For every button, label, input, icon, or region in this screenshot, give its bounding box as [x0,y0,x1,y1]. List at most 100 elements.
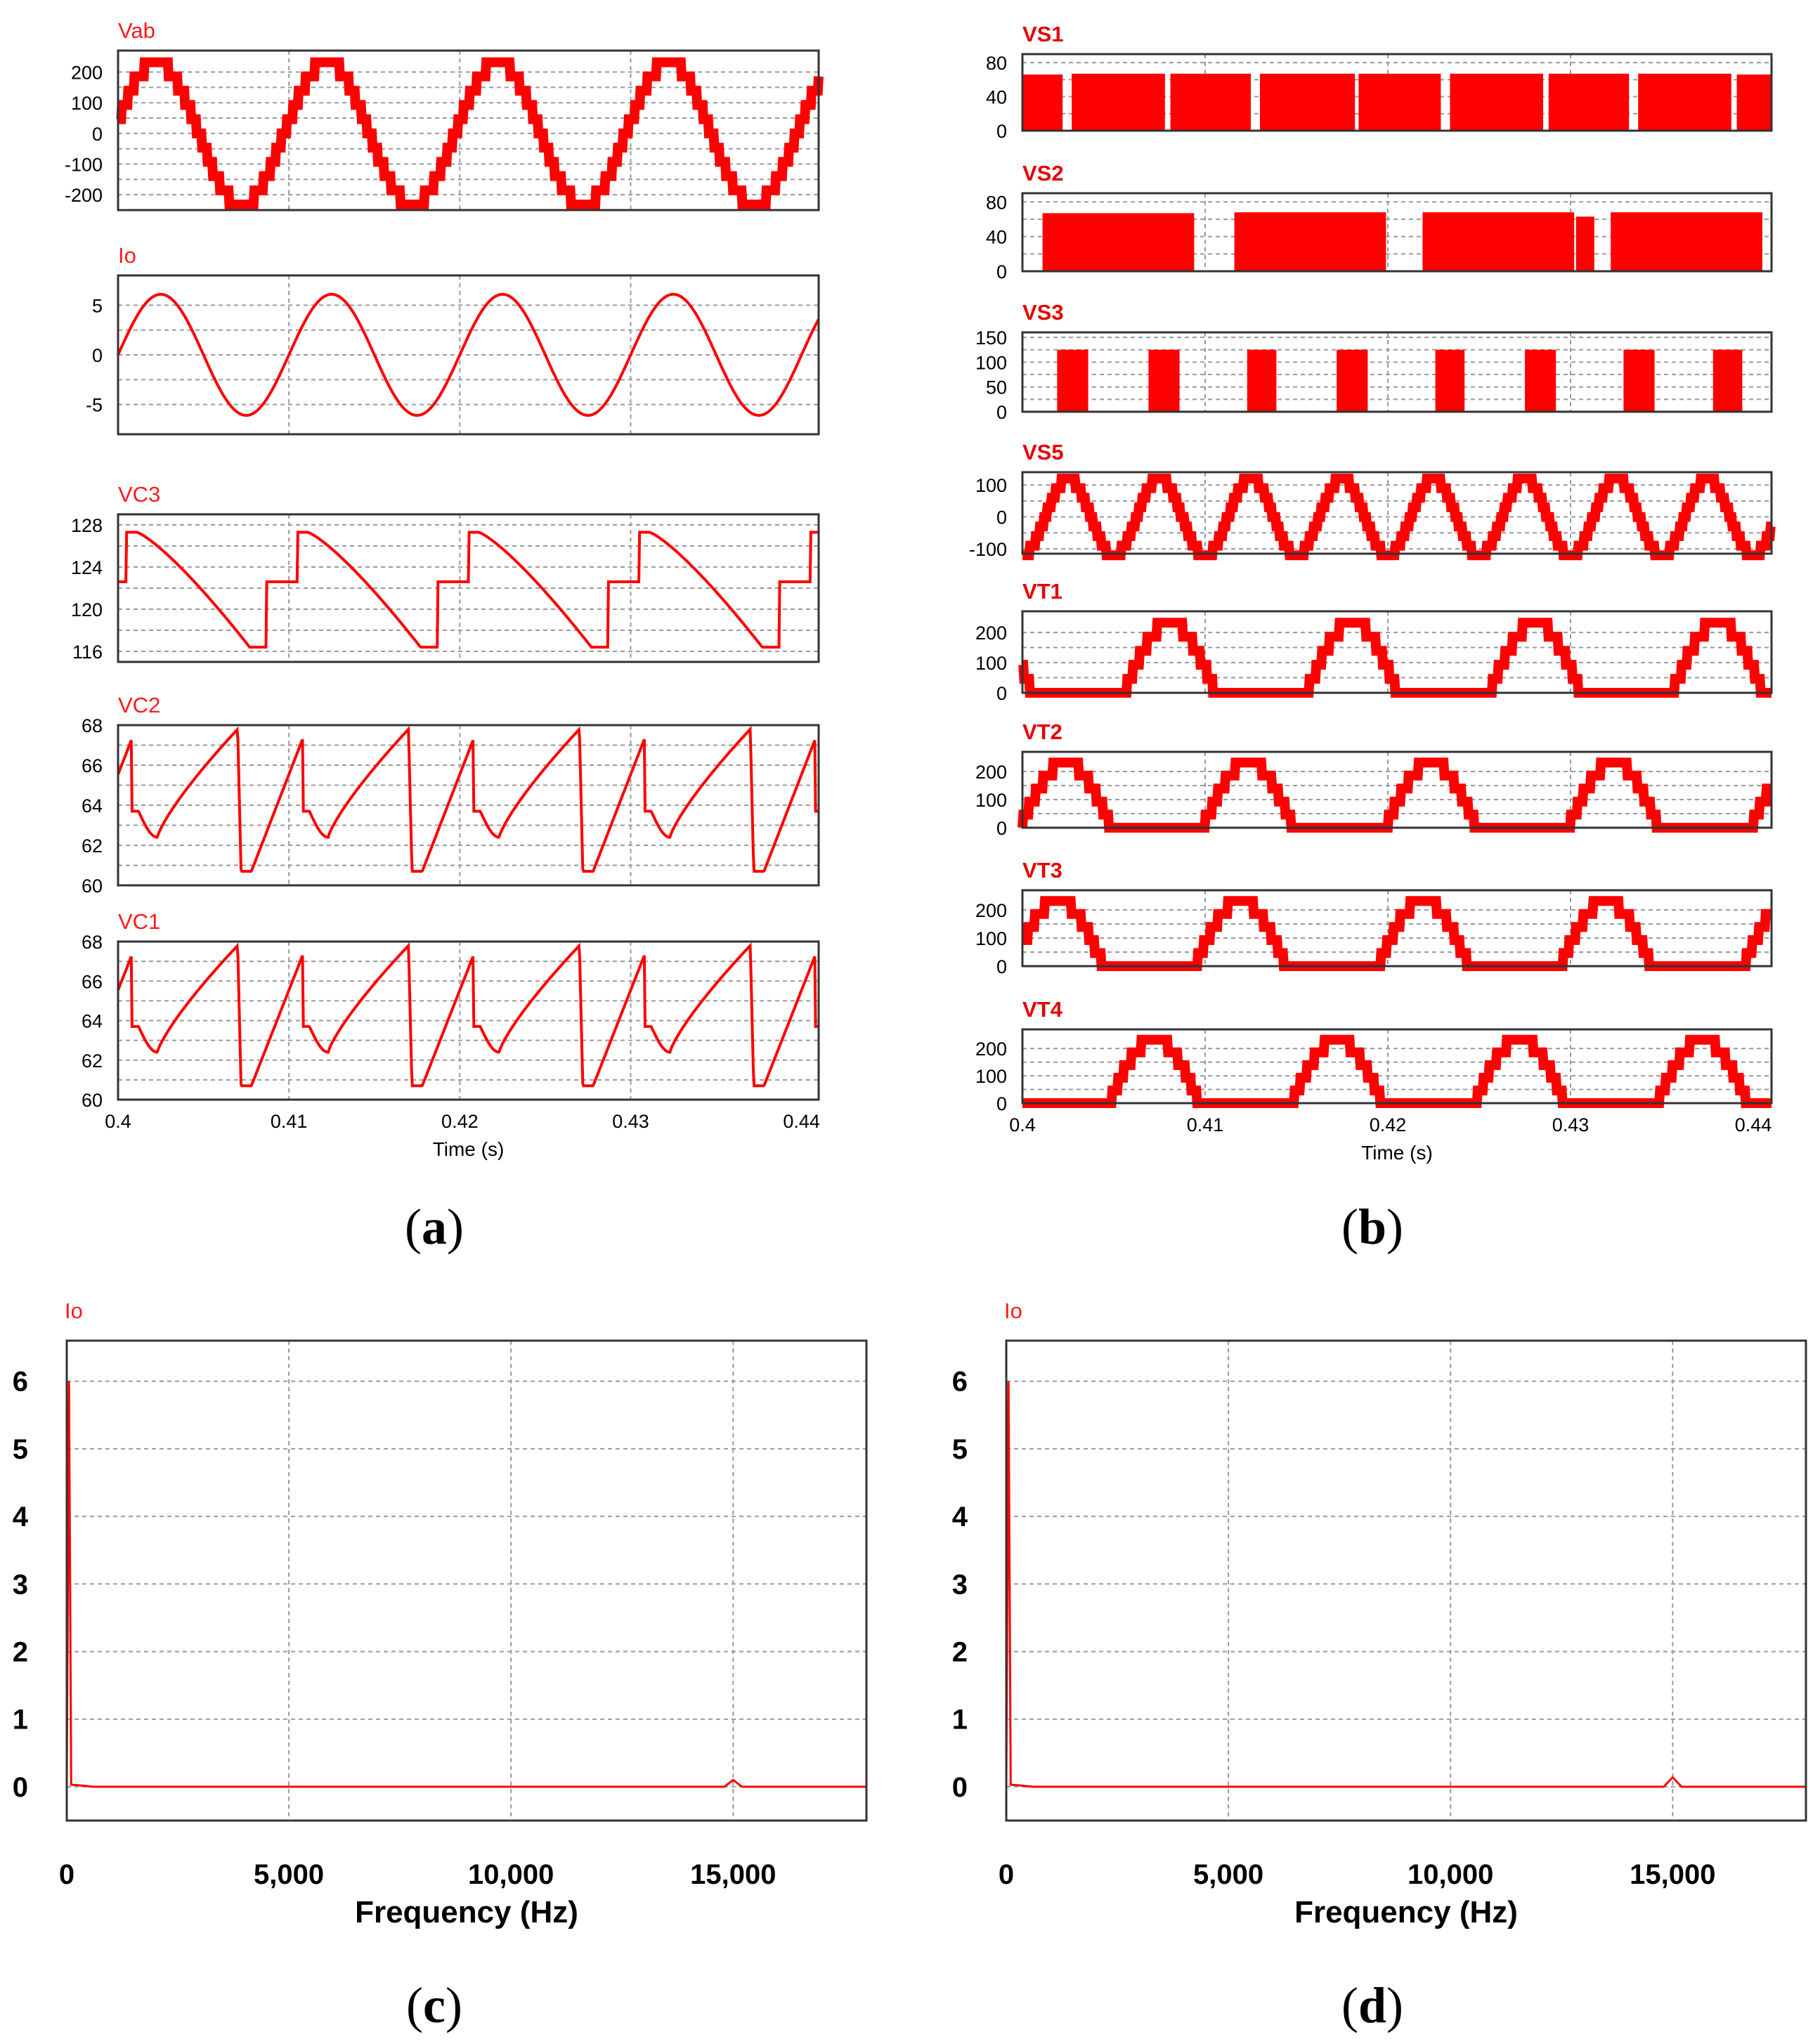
trace-group [1005,1381,1806,1788]
plot-frame [1021,610,1773,694]
spectrum-line [1005,1381,1806,1788]
data-trace [1022,474,1776,561]
y-tick-label: 200 [975,623,1007,644]
y-tick-label: 200 [975,762,1007,783]
data-trace [117,725,819,873]
y-tick-label: 120 [71,599,103,620]
x-tick-label: 0.42 [441,1111,479,1132]
grid [1022,332,1772,412]
chart-title: VC1 [118,909,160,934]
plot-frame [1021,1028,1773,1105]
y-tick-label: 200 [71,63,103,84]
bar-block [1638,73,1731,131]
y-tick-label: 0 [996,956,1007,977]
data-trace [1018,757,1772,833]
plot-frame [1021,192,1773,273]
y-tick-label: 40 [986,87,1007,108]
chart-title: Io [118,243,136,268]
chart-title: VS1 [1022,22,1064,46]
bar-block [1022,74,1063,131]
x-tick-label: 5,000 [1193,1859,1263,1890]
chart-title: VS3 [1022,300,1064,325]
y-tick-label: 0 [996,1093,1007,1114]
y-tick-label: 0 [996,818,1007,839]
data-trace [1022,896,1772,971]
y-tick-label: 68 [82,932,103,953]
bar-block [1623,349,1655,412]
y-tick-label: 80 [986,192,1007,213]
charts-layer: Vab2001000-100-200Io50-5VC3128124120116V… [13,18,1807,1929]
y-tick-label: 116 [72,642,103,663]
x-tick-label: 0.4 [105,1111,131,1132]
trace-group [117,942,819,1088]
x-tick-label: 5,000 [254,1859,324,1890]
data-trace [1022,1034,1772,1108]
trace-group [1022,1034,1772,1108]
bar-block [1072,73,1165,131]
chart-VT1: VT1 200 100 0 [975,579,1773,704]
bar-block [1260,73,1356,131]
y-tick-label: 100 [975,653,1007,674]
y-tick-label: 60 [82,1090,103,1111]
plot-frame [117,513,820,663]
y-tick-label: 100 [975,928,1007,949]
chart-Vab: Vab 200 100 0 -100 -200 [65,18,824,211]
trace-group [1022,212,1772,273]
y-tick-label: 4 [952,1502,968,1532]
bar-block [1575,216,1594,271]
x-tick-label: 0.43 [612,1111,649,1132]
bar-block [1057,349,1088,412]
trace-group [117,292,820,417]
bar-block [1170,73,1251,131]
y-tick-label: 66 [82,755,103,776]
y-tick-label: 0 [996,402,1007,423]
y-tick-label: 2 [952,1637,968,1668]
bar-block [1712,349,1743,412]
chart-spec_c: Io 6 5 4 3 2 1 0 0 5,000 10,000 15,000 Frequency (Hz… [13,1298,868,1929]
trace-group [116,57,824,210]
chart-VS3: VS3 150 100 50 0 [975,300,1773,423]
trace-group [118,530,819,649]
plot-frame [1021,53,1773,132]
plot-frame [117,724,820,887]
plot-frame [1005,1339,1807,1822]
y-tick-label: 0 [952,1772,968,1803]
bar-block [1736,74,1772,131]
plot-frame [1021,889,1773,968]
trace-group [1022,896,1772,971]
y-tick-label: -100 [65,155,103,176]
trace-group [1022,474,1776,561]
chart-title: VS2 [1022,161,1064,185]
y-tick-label: 5 [92,295,103,316]
chart-title: VC2 [118,693,160,717]
trace-group [1018,757,1772,833]
bar-block [1337,349,1368,412]
y-tick-label: 0 [996,507,1007,528]
spectrum-line [65,1381,866,1788]
x-axis-label: Frequency (Hz) [1294,1895,1518,1929]
chart-title: VT1 [1022,579,1062,604]
y-tick-label: 124 [71,557,103,578]
grid [1006,1341,1806,1821]
x-tick-label: 15,000 [1630,1859,1715,1890]
chart-VT2: VT2 200 100 0 [975,720,1773,839]
chart-title: VS5 [1022,440,1064,464]
y-tick-label: 150 [975,327,1007,349]
y-tick-label: 0 [996,261,1007,282]
data-trace [1018,618,1772,698]
y-tick-label: 100 [975,352,1007,373]
trace-group [1022,349,1772,413]
data-trace [118,530,819,649]
y-tick-label: 64 [82,795,103,816]
y-tick-label: 60 [82,875,103,897]
chart-VT3: VT3 200 100 0 [975,858,1773,977]
bar-block [1234,212,1386,271]
chart-VS2: VS2 80 40 0 [986,161,1773,282]
plot-frame [1021,331,1773,413]
chart-title: Io [1004,1298,1022,1323]
y-tick-label: 50 [986,377,1007,398]
data-trace [116,57,824,210]
bar-block [1358,73,1441,131]
caption-a: (a) [405,1199,464,1255]
chart-VT4: VT4 200 100 00.4 0.41 0.42 0.43 0.44 Time (s) [975,997,1773,1164]
